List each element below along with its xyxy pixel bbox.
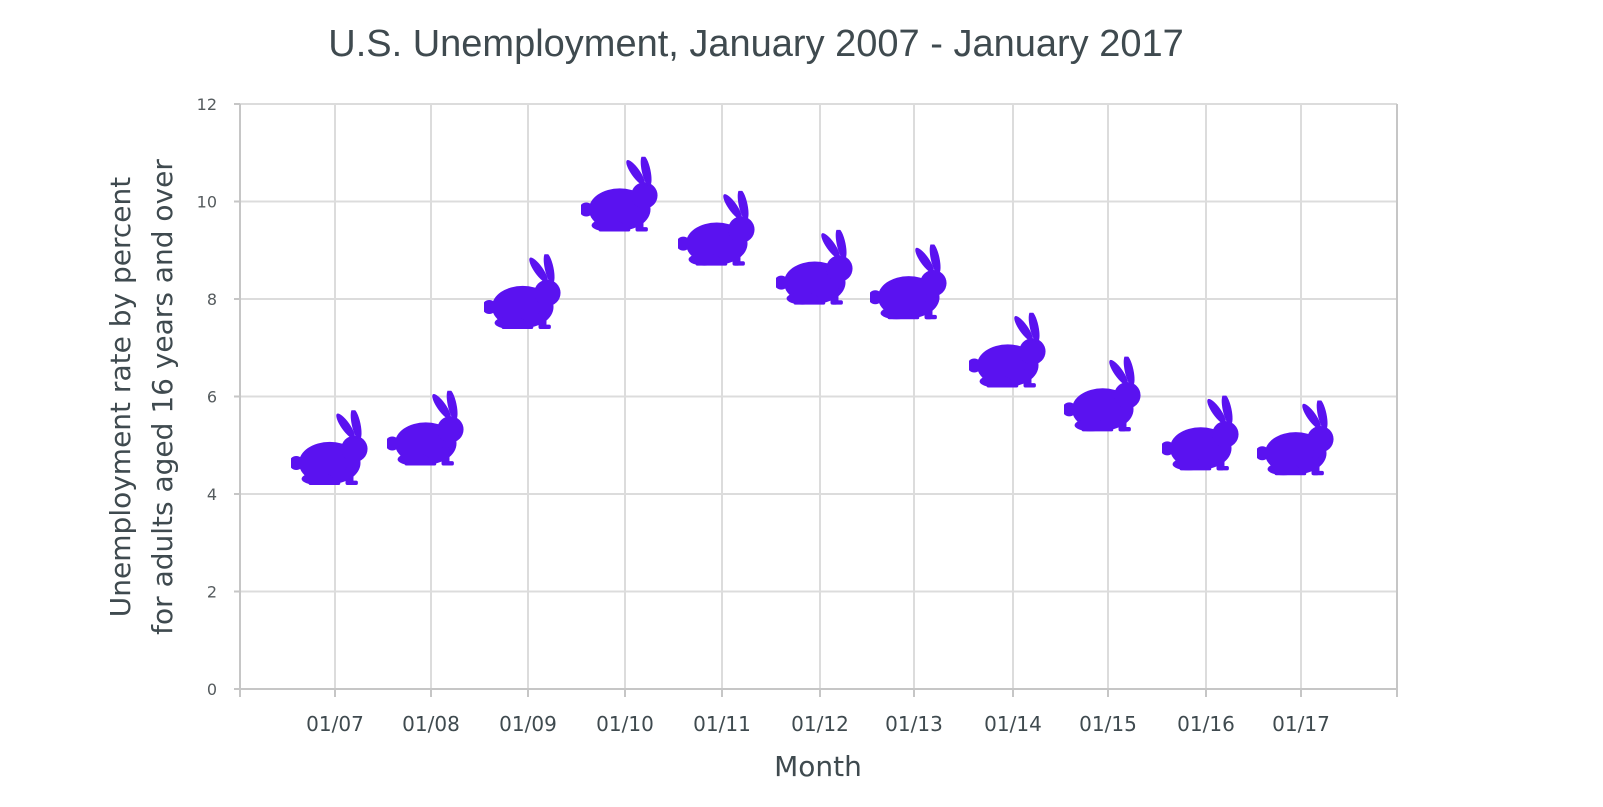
- rabbit-icon: [1064, 356, 1141, 432]
- x-tick-label: 01/12: [791, 712, 849, 736]
- x-tick-label: 01/17: [1272, 712, 1330, 736]
- rabbit-icon: [870, 244, 947, 320]
- rabbit-icon: [969, 312, 1046, 388]
- y-tick-labels: 0 2 4 6 8 10 12: [197, 95, 217, 699]
- chart-title: U.S. Unemployment, January 2007 - Januar…: [328, 23, 1183, 65]
- x-tick-label: 01/09: [499, 712, 557, 736]
- y-tick-label: 0: [207, 680, 217, 699]
- y-axis-label-line-1: Unemployment rate by percent: [104, 177, 137, 617]
- y-tick-label: 10: [197, 193, 217, 212]
- x-tick-label: 01/15: [1079, 712, 1137, 736]
- y-tick-label: 4: [207, 485, 217, 504]
- rabbit-icon: [678, 190, 755, 266]
- rabbit-icon: [387, 390, 464, 466]
- y-tick-label: 8: [207, 290, 217, 309]
- x-tick-label: 01/16: [1177, 712, 1235, 736]
- y-axis-label-line-2: for adults aged 16 years and over: [146, 159, 179, 635]
- rabbit-icon: [1162, 395, 1239, 471]
- x-tick-label: 01/14: [984, 712, 1042, 736]
- rabbit-icon: [291, 410, 368, 485]
- y-tick-label: 6: [207, 388, 217, 407]
- x-tick-label: 01/08: [402, 712, 460, 736]
- y-axis-label: Unemployment rate by percent for adults …: [104, 159, 179, 635]
- rabbit-icon: [484, 254, 561, 329]
- y-tick-label: 2: [207, 583, 217, 602]
- x-axis-label: Month: [774, 750, 862, 783]
- x-tick-label: 01/11: [693, 712, 751, 736]
- rabbit-icon: [581, 156, 658, 232]
- x-tick-label: 01/13: [885, 712, 943, 736]
- x-tick-labels: 01/07 01/08 01/09 01/10 01/11 01/12 01/13 01/14…: [306, 712, 1330, 736]
- x-tick-label: 01/10: [596, 712, 654, 736]
- x-tick-label: 01/07: [306, 712, 364, 736]
- data-markers: [291, 156, 1334, 485]
- rabbit-icon: [1257, 400, 1334, 476]
- axes: [234, 103, 1398, 697]
- rabbit-icon: [776, 229, 853, 305]
- y-tick-label: 12: [197, 95, 217, 114]
